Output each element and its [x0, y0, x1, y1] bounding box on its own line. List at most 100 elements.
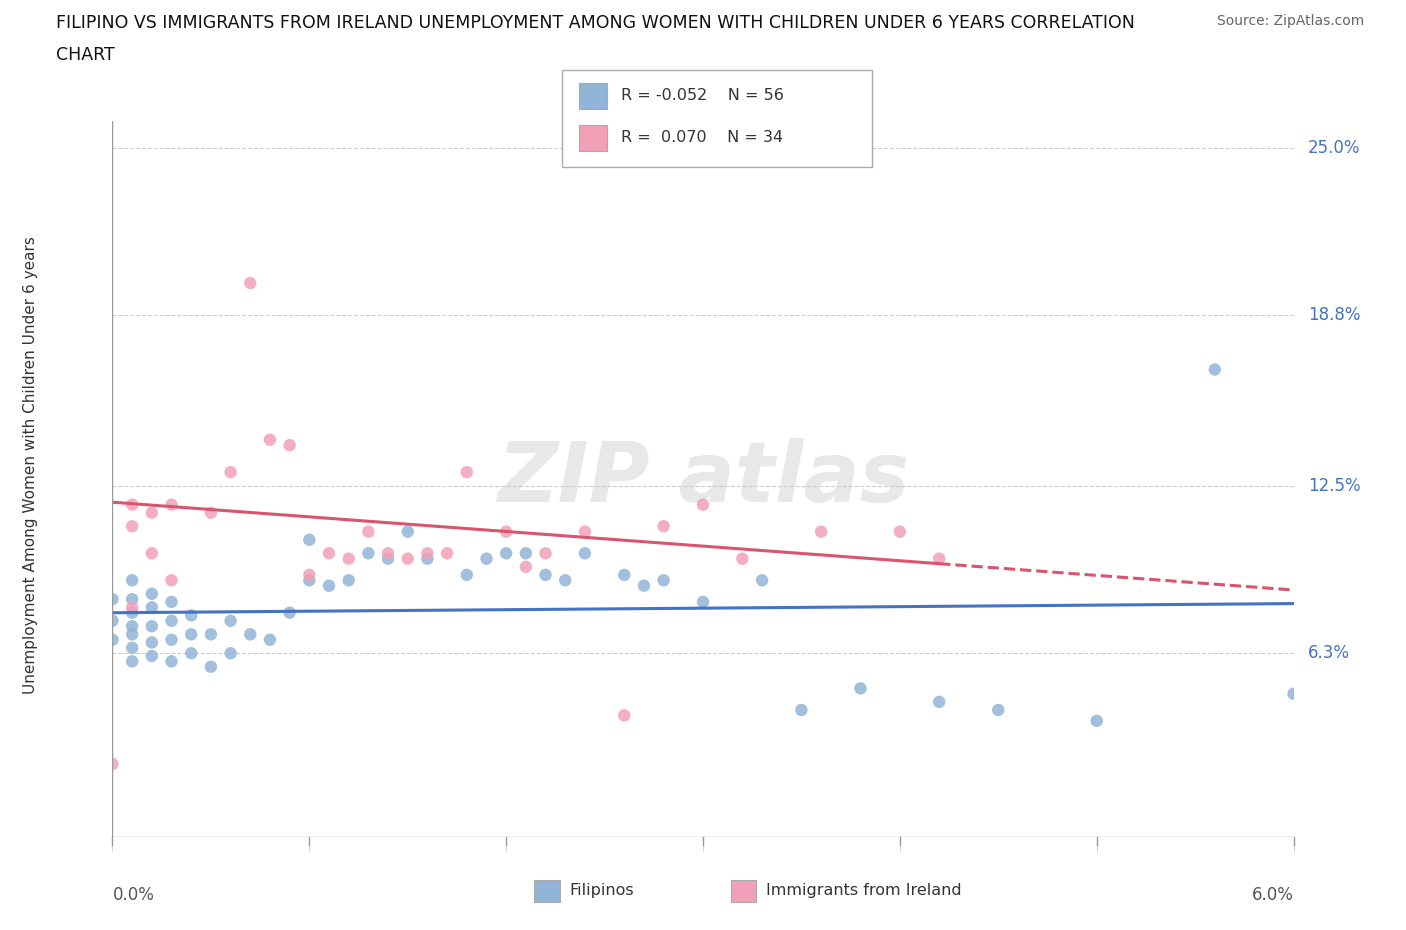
Text: ZIP atlas: ZIP atlas [496, 438, 910, 520]
Point [849, 681, 872, 696]
Point [141, 648, 163, 663]
Point [180, 608, 202, 623]
Point [1282, 686, 1305, 701]
Point [121, 573, 143, 588]
Point [180, 627, 202, 642]
Point [160, 614, 183, 629]
Point [101, 591, 124, 606]
Point [160, 498, 183, 512]
Point [1085, 713, 1108, 728]
Point [121, 600, 143, 615]
Text: Filipinos: Filipinos [569, 884, 634, 898]
Text: R = -0.052    N = 56: R = -0.052 N = 56 [621, 88, 785, 103]
Point [298, 567, 321, 582]
Point [574, 525, 596, 539]
Point [318, 578, 340, 593]
Point [160, 573, 183, 588]
Point [259, 432, 281, 447]
Point [377, 551, 399, 566]
Point [396, 525, 419, 539]
Point [121, 641, 143, 656]
Text: 0.0%: 0.0% [112, 885, 155, 904]
Text: 6.3%: 6.3% [1308, 644, 1350, 662]
Point [200, 505, 222, 520]
Point [141, 546, 163, 561]
Point [613, 708, 636, 723]
Point [416, 551, 439, 566]
Point [810, 525, 832, 539]
Point [692, 594, 714, 609]
Point [337, 573, 360, 588]
Text: 18.8%: 18.8% [1308, 307, 1360, 325]
Point [101, 757, 124, 772]
Point [180, 73, 202, 87]
Point [318, 546, 340, 561]
Point [337, 551, 360, 566]
Point [121, 627, 143, 642]
Point [219, 465, 242, 480]
Point [101, 614, 124, 629]
Text: FILIPINO VS IMMIGRANTS FROM IRELAND UNEMPLOYMENT AMONG WOMEN WITH CHILDREN UNDER: FILIPINO VS IMMIGRANTS FROM IRELAND UNEM… [56, 14, 1135, 32]
Point [200, 659, 222, 674]
Point [534, 546, 557, 561]
Point [456, 567, 478, 582]
Point [515, 559, 537, 574]
Point [731, 551, 754, 566]
Point [554, 573, 576, 588]
Text: CHART: CHART [56, 46, 115, 64]
Point [219, 614, 242, 629]
Point [278, 605, 301, 620]
Point [436, 546, 458, 561]
Point [928, 551, 950, 566]
Point [298, 532, 321, 547]
Text: Unemployment Among Women with Children Under 6 years: Unemployment Among Women with Children U… [24, 236, 38, 694]
Point [613, 567, 636, 582]
Point [357, 525, 380, 539]
Point [396, 551, 419, 566]
Point [357, 546, 380, 561]
Point [121, 591, 143, 606]
Point [475, 551, 498, 566]
Point [239, 275, 262, 290]
Text: Source: ZipAtlas.com: Source: ZipAtlas.com [1216, 14, 1364, 28]
Point [141, 505, 163, 520]
Text: Immigrants from Ireland: Immigrants from Ireland [766, 884, 962, 898]
Point [121, 618, 143, 633]
Point [495, 546, 517, 561]
Point [416, 546, 439, 561]
Text: 25.0%: 25.0% [1308, 139, 1360, 157]
Point [121, 519, 143, 534]
Point [889, 525, 911, 539]
Point [928, 695, 950, 710]
Point [574, 546, 596, 561]
Point [160, 654, 183, 669]
Point [180, 645, 202, 660]
Point [121, 654, 143, 669]
Point [633, 578, 655, 593]
Point [515, 546, 537, 561]
Point [652, 519, 675, 534]
Point [1204, 362, 1226, 377]
Point [121, 605, 143, 620]
Point [141, 600, 163, 615]
Point [160, 632, 183, 647]
Point [298, 573, 321, 588]
Point [495, 525, 517, 539]
Point [239, 627, 262, 642]
Point [692, 498, 714, 512]
Point [790, 702, 813, 717]
Point [751, 573, 773, 588]
Point [121, 498, 143, 512]
Point [141, 586, 163, 601]
Point [652, 573, 675, 588]
Point [219, 645, 242, 660]
Text: R =  0.070    N = 34: R = 0.070 N = 34 [621, 130, 783, 145]
Point [101, 632, 124, 647]
Point [534, 567, 557, 582]
Point [278, 438, 301, 453]
Point [377, 546, 399, 561]
Point [456, 465, 478, 480]
Point [259, 632, 281, 647]
Text: 12.5%: 12.5% [1308, 477, 1361, 495]
Point [141, 618, 163, 633]
